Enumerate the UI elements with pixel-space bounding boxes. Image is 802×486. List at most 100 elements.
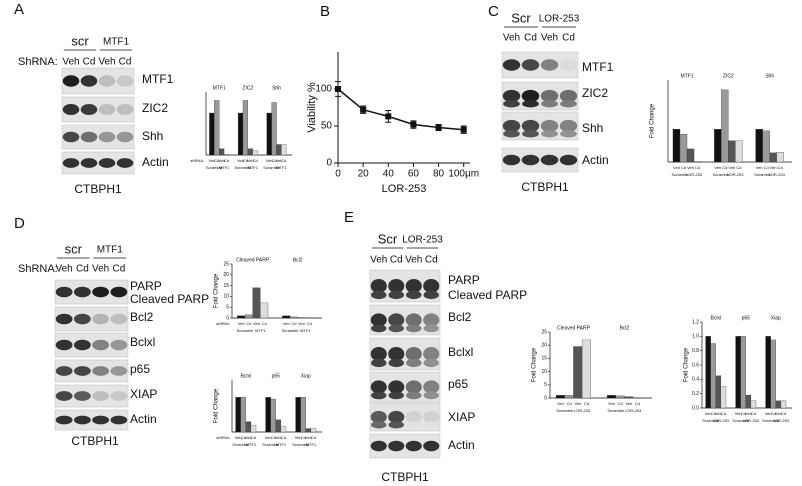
blot-band xyxy=(559,89,578,103)
x-tick-label: 20 xyxy=(358,169,370,180)
blot-band xyxy=(73,286,91,298)
bar xyxy=(750,400,757,409)
y-tick-label: 5 xyxy=(226,305,229,311)
lane-label: Veh xyxy=(208,158,215,163)
blot-band xyxy=(110,339,128,351)
row-prefix: ShRNA: xyxy=(18,56,58,68)
protein-label: Actin xyxy=(142,155,169,169)
bar xyxy=(235,397,241,433)
condition-label: LOR-253 xyxy=(769,172,786,177)
bar xyxy=(252,287,261,319)
group-label: ZIC2 xyxy=(242,85,253,91)
lane-label: Cd xyxy=(618,401,623,406)
blot-band xyxy=(405,380,422,394)
blot-band xyxy=(388,410,405,424)
condition-label: LOR-253 xyxy=(686,172,703,177)
lane-label: Cd xyxy=(722,165,727,170)
blot-band xyxy=(110,415,128,425)
blot-band xyxy=(423,358,439,368)
blot-band xyxy=(116,104,134,115)
blot-band xyxy=(503,100,520,108)
blot-band xyxy=(371,391,387,400)
blot-band xyxy=(406,358,422,368)
blot-band xyxy=(110,391,128,401)
protein-label: XIAP xyxy=(130,387,157,401)
bar xyxy=(219,148,225,156)
lane-label: Cd xyxy=(635,401,640,406)
blot-band xyxy=(116,158,134,168)
blot-band xyxy=(423,380,440,394)
y-axis-label: Fold Change xyxy=(650,103,656,138)
lane-label: Veh xyxy=(56,264,73,275)
protein-label: PARP xyxy=(130,279,162,293)
blot-band xyxy=(423,290,439,300)
lane-label: Veh xyxy=(745,411,752,416)
bar xyxy=(247,148,253,156)
bar xyxy=(214,100,220,156)
lane-label: Cd xyxy=(736,165,741,170)
group-label: MTF1 xyxy=(97,245,124,256)
bar xyxy=(280,426,287,433)
panel-label: D xyxy=(14,215,25,232)
bar xyxy=(289,316,298,319)
blot-band xyxy=(116,131,134,143)
lane-label: Veh xyxy=(305,435,312,440)
lane-label: Veh xyxy=(235,435,242,440)
group-label: Bcl2 xyxy=(620,325,630,331)
lane-label: Veh xyxy=(687,165,694,170)
condition-label: Scramble xyxy=(206,165,224,170)
x-tick-label: 100μm xyxy=(448,169,479,180)
row-prefix: shRNA: xyxy=(190,158,204,163)
blot-band xyxy=(370,380,387,394)
blot-band xyxy=(388,313,405,327)
protein-label: Cleaved PARP xyxy=(130,292,209,306)
lane-label: Cd xyxy=(311,435,316,440)
protein-label: Actin xyxy=(448,438,475,452)
lane-label: Cd xyxy=(281,158,286,163)
lane-label: Veh xyxy=(247,158,254,163)
lane-label: Cd xyxy=(214,158,219,163)
lane-label: Veh xyxy=(775,411,782,416)
blot-band xyxy=(80,104,98,115)
blot-band xyxy=(370,440,387,452)
condition-label: MTF1 xyxy=(300,328,311,333)
group-label: Xiap xyxy=(771,315,781,321)
cell-line: CTBPH1 xyxy=(521,180,569,194)
protein-label: XIAP xyxy=(448,410,475,424)
lane-label: Cd xyxy=(695,165,700,170)
protein-label: Actin xyxy=(582,153,609,167)
protein-label: Cleaved PARP xyxy=(448,288,527,302)
y-tick-label: 50 xyxy=(321,121,333,132)
group-label: Cleaved PARP xyxy=(236,257,270,263)
bar xyxy=(765,336,771,409)
bar xyxy=(310,428,317,433)
lane-label: Cd xyxy=(262,321,267,326)
row-prefix: shRNA: xyxy=(216,435,230,440)
lane-label: Veh xyxy=(370,255,387,266)
y-tick-label: 0.0 xyxy=(692,405,699,411)
blot-band xyxy=(502,59,521,71)
condition-label: MTF1 xyxy=(219,165,230,170)
y-tick-label: 20 xyxy=(541,343,547,349)
bar xyxy=(755,129,763,163)
blot-band xyxy=(370,346,387,362)
blot-band xyxy=(521,89,540,103)
blot-band xyxy=(406,391,422,400)
y-tick-label: 0.8 xyxy=(692,348,699,354)
bar xyxy=(270,398,276,433)
condition-label: Scramble xyxy=(262,442,280,447)
protein-label: Bclxl xyxy=(448,345,473,359)
lane-label: Cd xyxy=(751,411,756,416)
x-tick-label: 80 xyxy=(433,169,445,180)
x-tick-label: 0 xyxy=(335,169,341,180)
data-point xyxy=(435,124,442,131)
bar xyxy=(209,112,215,156)
blot-band xyxy=(388,421,404,429)
bar xyxy=(295,397,301,433)
lane-label: Cd xyxy=(562,33,575,44)
bar xyxy=(720,386,727,409)
bar xyxy=(672,129,681,163)
cell-line: CTBPH1 xyxy=(74,182,122,196)
blot-band xyxy=(423,410,440,424)
condition-label: LOR-253 xyxy=(773,418,790,423)
